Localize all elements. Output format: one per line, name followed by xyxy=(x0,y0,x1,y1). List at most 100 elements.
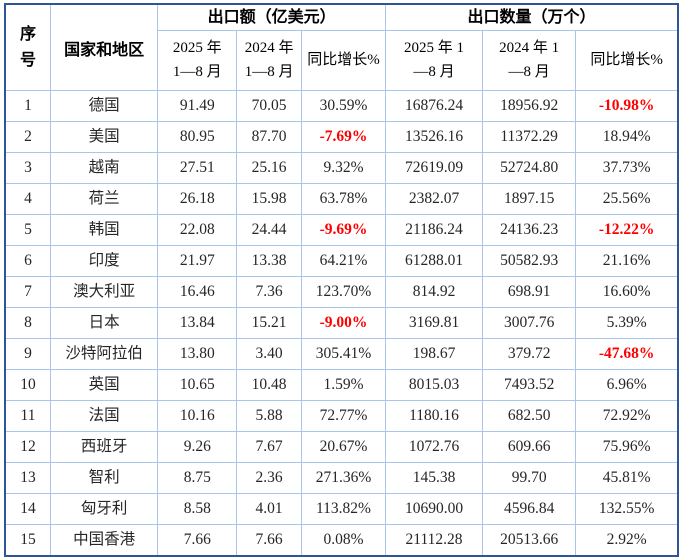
header-group-row: 序号 国家和地区 出口额（亿美元） 出口数量（万个） xyxy=(4,3,679,91)
cell-country: 日本 xyxy=(50,307,159,339)
cell-export-2025: 8.58 xyxy=(157,493,238,525)
cell-export-yoy: 64.21% xyxy=(300,245,386,277)
cell-qty-2025: 3169.81 xyxy=(384,307,484,339)
cell-export-2024: 70.05 xyxy=(236,90,302,122)
cell-qty-2025: 13526.16 xyxy=(384,121,484,153)
cell-export-yoy: -9.00% xyxy=(300,307,386,339)
cell-qty-2025: 8015.03 xyxy=(384,369,484,401)
table-row: 15 中国香港 7.66 7.66 0.08% 21112.28 20513.66 2.92% xyxy=(4,524,679,557)
col-header-qty-2024: 2024 年 1 —8 月 xyxy=(482,30,577,91)
cell-country: 韩国 xyxy=(50,214,159,246)
cell-no: 5 xyxy=(4,214,52,246)
cell-export-2024: 25.16 xyxy=(236,152,302,184)
cell-export-2025: 16.46 xyxy=(157,276,238,308)
col-header-export-2024: 2024 年 1—8 月 xyxy=(236,30,302,91)
cell-no: 4 xyxy=(4,183,52,215)
cell-no: 1 xyxy=(4,90,52,122)
table-body: 1 德国 91.49 70.05 30.59% 16876.24 18956.92 -10.9… xyxy=(4,90,679,557)
cell-country: 澳大利亚 xyxy=(50,276,159,308)
cell-qty-2025: 1072.76 xyxy=(384,431,484,463)
cell-country: 沙特阿拉伯 xyxy=(50,338,159,370)
cell-qty-2024: 11372.29 xyxy=(482,121,577,153)
table-header: 序号 国家和地区 出口额（亿美元） 出口数量（万个） 2025 年 1—8 月 … xyxy=(4,3,679,91)
cell-no: 15 xyxy=(4,524,52,557)
cell-qty-yoy: 21.16% xyxy=(575,245,679,277)
cell-export-2025: 26.18 xyxy=(157,183,238,215)
col-header-country: 国家和地区 xyxy=(50,3,159,91)
cell-export-2024: 3.40 xyxy=(236,338,302,370)
cell-qty-2024: 379.72 xyxy=(482,338,577,370)
cell-qty-yoy: -12.22% xyxy=(575,214,679,246)
export-table: 序号 国家和地区 出口额（亿美元） 出口数量（万个） 2025 年 1—8 月 … xyxy=(4,3,679,557)
cell-export-2024: 13.38 xyxy=(236,245,302,277)
cell-export-2024: 4.01 xyxy=(236,493,302,525)
cell-no: 6 xyxy=(4,245,52,277)
col-header-serial: 序号 xyxy=(4,3,52,91)
cell-qty-yoy: 5.39% xyxy=(575,307,679,339)
cell-qty-2024: 24136.23 xyxy=(482,214,577,246)
cell-export-yoy: 9.32% xyxy=(300,152,386,184)
cell-qty-2025: 1180.16 xyxy=(384,400,484,432)
table-row: 10 英国 10.65 10.48 1.59% 8015.03 7493.52 6.96% xyxy=(4,369,679,401)
cell-export-yoy: 30.59% xyxy=(300,90,386,122)
cell-qty-yoy: -10.98% xyxy=(575,90,679,122)
cell-qty-yoy: 132.55% xyxy=(575,493,679,525)
cell-qty-2025: 198.67 xyxy=(384,338,484,370)
table-row: 8 日本 13.84 15.21 -9.00% 3169.81 3007.76 5.39% xyxy=(4,307,679,339)
cell-qty-2025: 814.92 xyxy=(384,276,484,308)
cell-qty-yoy: 75.96% xyxy=(575,431,679,463)
cell-qty-yoy: 45.81% xyxy=(575,462,679,494)
cell-export-2025: 21.97 xyxy=(157,245,238,277)
cell-export-2024: 7.66 xyxy=(236,524,302,557)
table-row: 9 沙特阿拉伯 13.80 3.40 305.41% 198.67 379.72 -47.68… xyxy=(4,338,679,370)
cell-country: 匈牙利 xyxy=(50,493,159,525)
cell-qty-2025: 145.38 xyxy=(384,462,484,494)
cell-qty-2025: 2382.07 xyxy=(384,183,484,215)
col-header-qty-yoy: 同比增长% xyxy=(575,30,679,91)
cell-qty-2024: 20513.66 xyxy=(482,524,577,557)
cell-country: 德国 xyxy=(50,90,159,122)
col-header-export-2025: 2025 年 1—8 月 xyxy=(157,30,238,91)
cell-no: 14 xyxy=(4,493,52,525)
cell-qty-yoy: -47.68% xyxy=(575,338,679,370)
col-group-export-quantity: 出口数量（万个） xyxy=(384,3,679,31)
cell-export-2025: 13.84 xyxy=(157,307,238,339)
cell-export-yoy: 113.82% xyxy=(300,493,386,525)
cell-export-yoy: 305.41% xyxy=(300,338,386,370)
cell-export-2025: 9.26 xyxy=(157,431,238,463)
cell-qty-2024: 609.66 xyxy=(482,431,577,463)
cell-qty-2024: 682.50 xyxy=(482,400,577,432)
cell-export-yoy: 72.77% xyxy=(300,400,386,432)
table-row: 12 西班牙 9.26 7.67 20.67% 1072.76 609.66 75.96% xyxy=(4,431,679,463)
cell-qty-yoy: 37.73% xyxy=(575,152,679,184)
cell-export-yoy: -7.69% xyxy=(300,121,386,153)
cell-qty-2024: 52724.80 xyxy=(482,152,577,184)
table-row: 14 匈牙利 8.58 4.01 113.82% 10690.00 4596.84 132.5… xyxy=(4,493,679,525)
cell-qty-2024: 4596.84 xyxy=(482,493,577,525)
table-row: 13 智利 8.75 2.36 271.36% 145.38 99.70 45.81% xyxy=(4,462,679,494)
cell-qty-2025: 21112.28 xyxy=(384,524,484,557)
cell-qty-yoy: 72.92% xyxy=(575,400,679,432)
table-row: 3 越南 27.51 25.16 9.32% 72619.09 52724.80 37.73% xyxy=(4,152,679,184)
cell-export-2025: 91.49 xyxy=(157,90,238,122)
cell-no: 11 xyxy=(4,400,52,432)
table-row: 5 韩国 22.08 24.44 -9.69% 21186.24 24136.23 -12.2… xyxy=(4,214,679,246)
cell-export-2025: 80.95 xyxy=(157,121,238,153)
cell-export-yoy: 63.78% xyxy=(300,183,386,215)
cell-export-2024: 7.67 xyxy=(236,431,302,463)
cell-export-yoy: 1.59% xyxy=(300,369,386,401)
cell-no: 10 xyxy=(4,369,52,401)
cell-export-2025: 7.66 xyxy=(157,524,238,557)
cell-export-2024: 15.98 xyxy=(236,183,302,215)
cell-export-2024: 2.36 xyxy=(236,462,302,494)
cell-country: 英国 xyxy=(50,369,159,401)
cell-no: 8 xyxy=(4,307,52,339)
cell-qty-2025: 10690.00 xyxy=(384,493,484,525)
table-row: 11 法国 10.16 5.88 72.77% 1180.16 682.50 72.92% xyxy=(4,400,679,432)
cell-qty-2025: 21186.24 xyxy=(384,214,484,246)
cell-country: 智利 xyxy=(50,462,159,494)
cell-export-2024: 5.88 xyxy=(236,400,302,432)
cell-no: 12 xyxy=(4,431,52,463)
cell-export-yoy: 20.67% xyxy=(300,431,386,463)
